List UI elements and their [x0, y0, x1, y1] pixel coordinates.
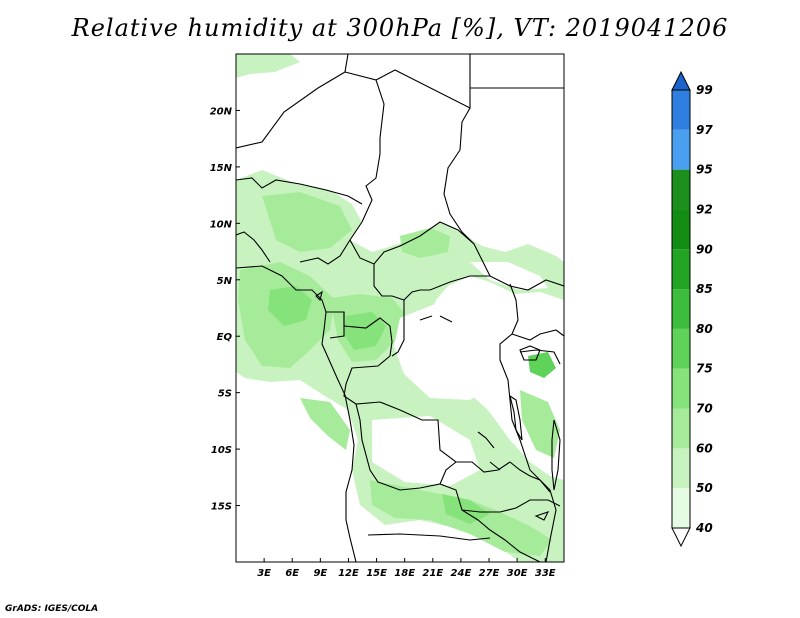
country-borders — [236, 54, 564, 562]
dry-area — [394, 302, 506, 400]
colorbar-label: 85 — [696, 282, 713, 296]
colorbar: 40 50 60 70 75 80 85 90 92 95 97 99 — [671, 70, 713, 548]
dry-area — [236, 390, 268, 540]
y-tick-label: 5N — [217, 276, 233, 287]
x-tick-label: 18E — [394, 568, 415, 579]
dry-area — [372, 416, 480, 486]
footer-credit: GrADS: IGES/COLA — [5, 604, 99, 614]
colorbar-label: 97 — [696, 123, 713, 137]
humidity-area — [262, 192, 352, 252]
x-tick-label: 12E — [338, 568, 359, 579]
y-tick-label: EQ — [217, 332, 233, 343]
humidity-area — [400, 228, 450, 258]
colorbar-swatch — [672, 169, 690, 210]
x-tick-label: 24E — [451, 568, 472, 579]
y-tick-label: 15N — [210, 163, 233, 174]
x-tick-label: 9E — [313, 568, 327, 579]
x-tick-label: 27E — [479, 568, 500, 579]
colorbar-label: 90 — [696, 242, 713, 256]
colorbar-label: 60 — [696, 441, 713, 455]
dry-area — [470, 262, 548, 290]
y-tick-label: 10S — [211, 445, 232, 456]
colorbar-max-triangle — [671, 70, 691, 91]
x-tick-label: 21E — [422, 568, 443, 579]
colorbar-swatch — [672, 328, 690, 369]
humidity-area — [528, 352, 556, 378]
colorbar-label: 95 — [696, 163, 713, 177]
colorbar-min-triangle — [671, 527, 691, 548]
x-tick-label: 15E — [366, 568, 387, 579]
humidity-area — [236, 54, 300, 78]
humidity-area — [300, 398, 350, 450]
colorbar-label: 70 — [696, 402, 713, 416]
y-tick-label: 10N — [210, 219, 233, 230]
humidity-area — [442, 494, 490, 524]
y-tick-label: 15S — [211, 502, 232, 513]
humidity-field — [236, 54, 564, 562]
colorbar-outline — [671, 89, 691, 529]
colorbar-swatch — [672, 488, 690, 528]
colorbar-label: 40 — [695, 521, 713, 535]
y-tick-label: 20N — [210, 106, 233, 117]
humidity-area — [520, 390, 560, 458]
x-tick-label: 3E — [257, 568, 271, 579]
colorbar-label: 80 — [696, 322, 713, 336]
colorbar-swatch — [672, 448, 690, 489]
colorbar-swatch — [672, 408, 690, 449]
x-tick-label: 6E — [285, 568, 299, 579]
map-frame — [235, 53, 565, 563]
colorbar-label: 75 — [696, 362, 713, 376]
colorbar-label: 99 — [696, 83, 713, 97]
colorbar-swatch — [672, 209, 690, 250]
x-tick-label: 30E — [507, 568, 528, 579]
colorbar-label: 92 — [696, 202, 713, 216]
colorbar-label: 50 — [696, 481, 713, 495]
colorbar-swatch — [672, 90, 690, 130]
chart-title: Relative humidity at 300hPa [%], VT: 201… — [71, 14, 729, 42]
humidity-area — [268, 286, 312, 326]
y-tick-label: 5S — [218, 389, 232, 400]
colorbar-swatch — [672, 129, 690, 170]
colorbar-swatch — [672, 249, 690, 290]
colorbar-swatch — [672, 289, 690, 329]
x-tick-label: 33E — [535, 568, 556, 579]
axis-ticks: 3E 6E 9E 12E 15E 18E 21E 24E 27E 30E 33E 20N 15N 10N 5… — [210, 106, 556, 579]
colorbar-swatch — [672, 368, 690, 409]
